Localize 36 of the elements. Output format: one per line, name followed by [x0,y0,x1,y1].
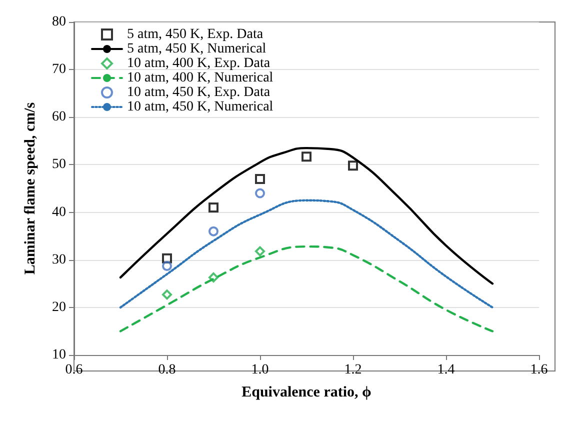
point [162,290,172,300]
y-tick-label: 60 [52,110,66,125]
line-series [119,199,494,309]
point [302,152,312,162]
point [162,261,172,272]
y-tick-label: 20 [52,300,66,315]
legend-label: 10 atm, 450 K, Numerical [127,100,274,114]
legend-label: 10 atm, 450 K, Exp. Data [127,85,271,100]
x-tick-label: 0.6 [65,362,83,378]
point [208,202,218,213]
legend-label: 5 atm, 450 K, Exp. Data [127,27,264,42]
legend-label: 10 atm, 400 K, Exp. Data [127,56,271,71]
y-tick-label: 70 [52,62,66,78]
point [255,188,265,198]
point [208,272,218,282]
point [255,174,265,184]
x-tick-label: 1.6 [530,362,548,378]
y-axis-title: Laminar flame speed, cm/s [22,102,38,275]
x-tick-label: 1.4 [437,362,455,378]
point [162,253,172,264]
y-tick-label: 30 [52,252,66,268]
point [208,226,218,236]
x-tick-label: 1.2 [344,362,362,378]
x-axis-title: Equivalence ratio, ϕ [242,384,372,400]
legend-label: 5 atm, 450 K, Numerical [127,42,266,56]
point [255,246,265,256]
x-tick-label: 1.0 [251,362,269,378]
line-series [119,146,494,285]
point [348,160,358,171]
y-tick-label: 80 [52,14,66,30]
y-tick-label: 10 [52,348,66,362]
y-tick-label: 40 [52,204,66,220]
line-series [119,245,494,332]
y-tick-label: 50 [52,157,66,172]
x-tick-label: 0.8 [158,362,176,378]
legend-label: 10 atm, 400 K, Numerical [127,70,274,86]
